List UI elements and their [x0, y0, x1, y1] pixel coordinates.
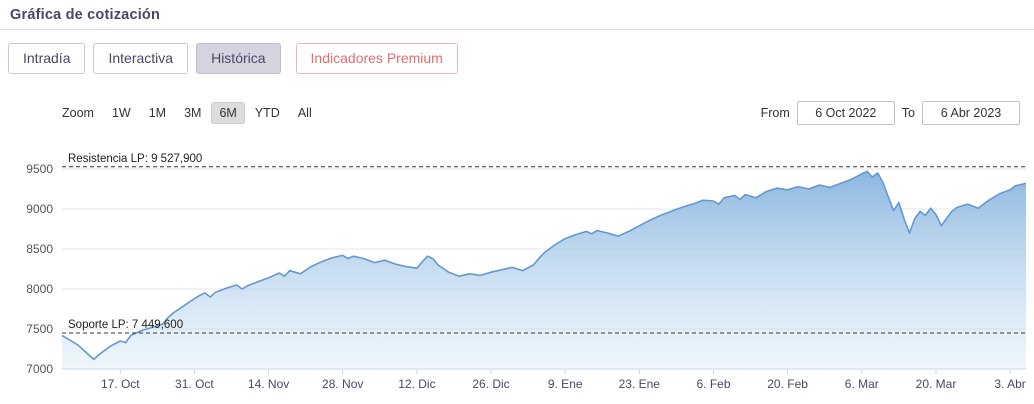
zoom-button-6m[interactable]: 6M	[211, 102, 245, 125]
x-axis-label: 23. Ene	[619, 377, 661, 391]
x-axis-label: 26. Dic	[472, 377, 509, 391]
zoom-button-1w[interactable]: 1W	[104, 102, 139, 124]
from-date-input[interactable]	[796, 101, 895, 126]
from-label: From	[760, 106, 790, 121]
tab-intradia[interactable]: Intradía	[8, 43, 86, 75]
x-axis-label: 31. Oct	[175, 377, 214, 391]
y-axis-label: 9000	[26, 202, 53, 216]
tab-interactiva[interactable]: Interactiva	[93, 43, 189, 75]
support-label: Soporte LP: 7 449,600	[68, 319, 183, 331]
zoom-button-1m[interactable]: 1M	[141, 102, 174, 124]
tab-historica[interactable]: Histórica	[196, 43, 281, 75]
y-axis-label: 7000	[26, 362, 53, 376]
zoom-button-all[interactable]: All	[290, 102, 320, 124]
x-axis-label: 20. Mar	[916, 377, 957, 391]
y-axis-label: 8000	[26, 282, 53, 296]
page-header: Gráfica de cotización	[0, 0, 1034, 30]
x-axis-label: 20. Feb	[767, 377, 808, 391]
tab-indicadores-premium[interactable]: Indicadores Premium	[295, 43, 458, 75]
x-axis-label: 17. Oct	[101, 377, 140, 391]
line-series	[61, 170, 1027, 361]
x-axis-label: 6. Mar	[845, 377, 879, 391]
date-range-inputs: From To	[760, 101, 1020, 126]
x-axis-label: 14. Nov	[248, 377, 289, 391]
chart-type-tabs: Intradía Interactiva Histórica Indicador…	[8, 43, 1034, 75]
y-axis-label: 8500	[26, 242, 53, 256]
range-selector: Zoom 1W 1M 3M 6M YTD All From To	[62, 101, 1020, 126]
zoom-button-3m[interactable]: 3M	[176, 102, 209, 124]
x-axis-label: 12. Dic	[398, 377, 435, 391]
area-series	[62, 171, 1026, 370]
resistance-label: Resistencia LP: 9 527,900	[68, 153, 202, 165]
x-axis-label: 3. Abr	[994, 377, 1025, 391]
chart-area: 7000 7500 8000 8500 9000 9500 Resistencia LP: …	[0, 131, 1034, 404]
y-axis-label: 7500	[26, 322, 53, 336]
x-axis-label: 6. Feb	[696, 377, 730, 391]
price-chart-svg[interactable]: 7000 7500 8000 8500 9000 9500 Resistencia LP: …	[0, 131, 1034, 399]
zoom-button-ytd[interactable]: YTD	[247, 102, 288, 124]
x-axis-label: 28. Nov	[322, 377, 363, 391]
zoom-label: Zoom	[62, 106, 94, 121]
y-axis-label: 9500	[26, 162, 53, 176]
to-label: To	[901, 106, 915, 121]
chart-generated-content: 7000 7500 8000 8500 9000 9500 Resistencia LP: …	[26, 153, 1027, 391]
to-date-input[interactable]	[922, 101, 1020, 126]
page-title: Gráfica de cotización	[10, 7, 161, 23]
x-axis-label: 9. Ene	[548, 377, 583, 391]
